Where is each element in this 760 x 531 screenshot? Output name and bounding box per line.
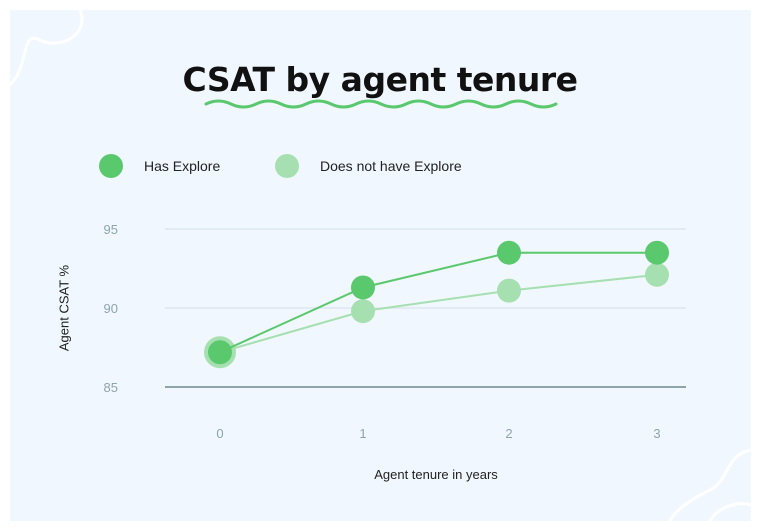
data-point-s0-2 (497, 240, 521, 265)
legend-marker-has-explore (99, 154, 123, 178)
x-tick-label-0: 0 (216, 426, 223, 441)
legend-label-has-explore: Has Explore (144, 158, 221, 174)
series-line-1 (219, 273, 658, 354)
data-point-s1-1 (351, 299, 375, 324)
y-tick-label-85: 85 (104, 380, 118, 395)
decorative-swirls (10, 10, 751, 521)
chart-card (10, 10, 751, 521)
x-tick-label-2: 2 (505, 426, 512, 441)
legend-marker-no-explore (275, 154, 299, 178)
x-axis-label: Agent tenure in years (374, 467, 498, 482)
chart-title: CSAT by agent tenure (182, 60, 578, 99)
data-point-s0-0 (208, 340, 232, 365)
data-point-s0-1 (351, 275, 375, 300)
x-tick-label-1: 1 (359, 426, 366, 441)
series-line-0 (219, 251, 657, 354)
data-point-s1-2 (497, 278, 521, 303)
x-tick-label-3: 3 (653, 426, 660, 441)
legend-item-no-explore: Does not have Explore (275, 154, 462, 178)
data-point-s1-3 (645, 262, 669, 287)
data-point-s0-3 (645, 240, 669, 265)
legend-label-no-explore: Does not have Explore (320, 158, 462, 174)
legend-item-has-explore: Has Explore (99, 154, 220, 178)
y-tick-label-95: 95 (104, 222, 118, 237)
y-tick-label-90: 90 (104, 301, 118, 316)
